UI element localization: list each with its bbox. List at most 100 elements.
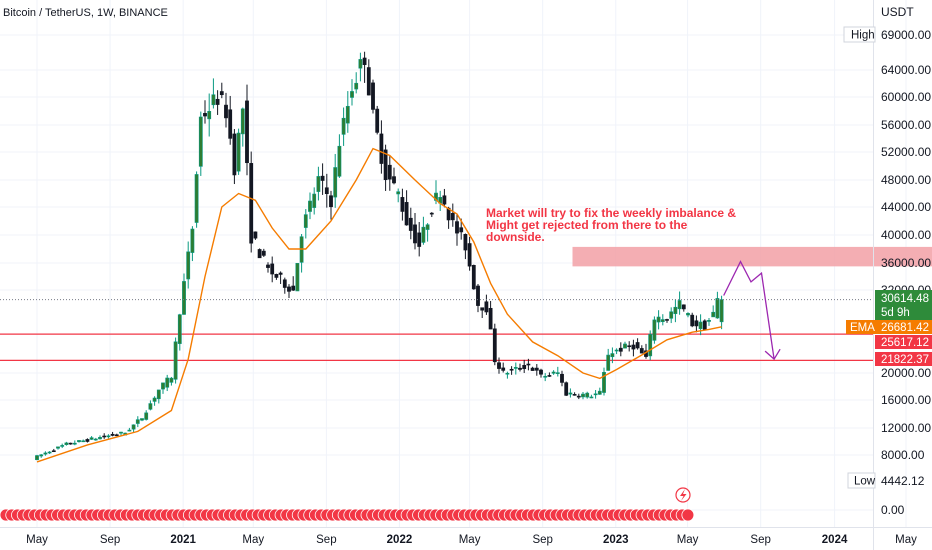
candle xyxy=(131,424,136,430)
candle xyxy=(320,175,325,181)
candle xyxy=(707,320,711,322)
candle xyxy=(278,272,283,275)
candle xyxy=(266,264,270,268)
candle xyxy=(358,59,363,69)
candle xyxy=(329,195,333,208)
candle xyxy=(72,442,77,445)
price-tick-label: 69000.00 xyxy=(881,28,931,42)
candle xyxy=(564,382,569,396)
candle xyxy=(593,393,598,396)
candle xyxy=(102,435,107,438)
lightning-icon[interactable] xyxy=(675,487,691,503)
time-tick-label: May xyxy=(677,534,699,546)
candle xyxy=(702,320,707,331)
annotation-line-3: downside. xyxy=(486,230,545,244)
candle xyxy=(177,314,182,344)
candle xyxy=(56,446,60,449)
price-tick-label: 40000.00 xyxy=(881,228,931,242)
candle xyxy=(236,132,241,172)
time-tick-label: Sep xyxy=(100,534,120,546)
candle xyxy=(476,285,480,306)
candle xyxy=(627,345,632,348)
candle xyxy=(261,250,266,256)
price-tick-label: 8000.00 xyxy=(881,448,925,462)
candle xyxy=(270,263,275,275)
candle xyxy=(257,249,262,259)
candle xyxy=(505,372,510,375)
candle xyxy=(690,314,695,327)
candle xyxy=(715,298,720,319)
low-value: 4442.12 xyxy=(881,474,925,488)
candle xyxy=(81,440,86,443)
last-price-tag: 30614.48 5d 9h xyxy=(875,290,932,320)
candle xyxy=(463,234,468,251)
time-tick-label: 2024 xyxy=(822,534,848,546)
candle xyxy=(249,163,254,244)
price-tick-label: 44000.00 xyxy=(881,200,931,214)
candle xyxy=(253,231,258,239)
low-label: Low xyxy=(854,476,876,488)
candle xyxy=(207,111,212,120)
ema-tag: EMA 26681.42 xyxy=(846,320,932,334)
price-tick-label: 64000.00 xyxy=(881,63,931,77)
candle xyxy=(652,319,657,341)
candle xyxy=(606,354,611,371)
candle xyxy=(186,251,191,280)
candle xyxy=(341,117,346,135)
candle xyxy=(219,91,224,96)
high-tag: High xyxy=(843,26,876,43)
candle xyxy=(522,365,527,370)
candle xyxy=(152,397,157,402)
candle xyxy=(240,108,245,135)
annotation-line-2: Might get rejected from there to the xyxy=(486,218,688,232)
candle xyxy=(47,451,52,454)
candle xyxy=(471,265,476,290)
candle xyxy=(534,367,539,371)
candle xyxy=(89,437,94,440)
annotation-line-1: Market will try to fix the weekly imbala… xyxy=(486,206,736,220)
ema-line xyxy=(36,147,722,463)
candle xyxy=(106,435,111,438)
candle xyxy=(623,343,627,349)
candle xyxy=(173,341,178,380)
candle xyxy=(509,368,514,371)
candle xyxy=(719,299,724,323)
candle xyxy=(110,433,115,436)
candle xyxy=(366,67,371,96)
support-tag-2: 21822.37 xyxy=(875,352,932,366)
candle xyxy=(614,349,619,352)
candle xyxy=(417,232,422,247)
events-row[interactable] xyxy=(0,508,695,522)
candle xyxy=(303,214,308,228)
candle xyxy=(686,313,690,316)
candle xyxy=(711,311,716,318)
candle xyxy=(513,367,518,369)
candle xyxy=(354,82,359,90)
candle xyxy=(77,440,81,443)
candle xyxy=(35,455,39,461)
candle xyxy=(379,133,384,164)
candle xyxy=(543,375,548,378)
candle xyxy=(387,164,392,180)
candle xyxy=(165,377,170,388)
low-tag: Low 4442.12 xyxy=(847,472,925,489)
candle xyxy=(484,301,489,313)
candle xyxy=(211,94,216,106)
candle xyxy=(144,412,149,420)
event-marker xyxy=(681,508,695,522)
candle xyxy=(39,454,44,457)
time-tick-label: May xyxy=(26,534,48,546)
candle xyxy=(316,176,321,192)
projection-path xyxy=(723,260,775,360)
candle xyxy=(371,82,375,110)
candle xyxy=(169,377,174,383)
countdown: 5d 9h xyxy=(881,307,910,319)
time-axis[interactable]: May Sep 2021 May Sep 2022 May Sep 2023 May Sep 2024… xyxy=(26,534,917,546)
candle xyxy=(291,285,296,291)
candle xyxy=(547,375,552,377)
price-tick-label: 60000.00 xyxy=(881,90,931,104)
candle xyxy=(425,224,430,230)
chart-title: Bitcoin / TetherUS, 1W, BINANCE xyxy=(3,7,168,19)
